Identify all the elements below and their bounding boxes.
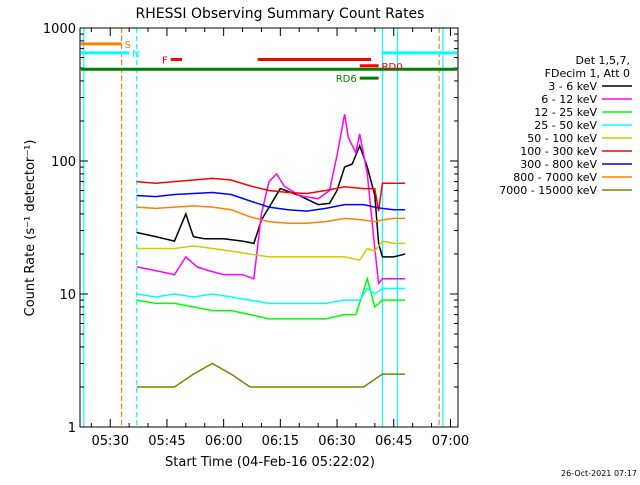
legend-label-5: 100 - 300 keV [520, 145, 597, 158]
x-tick-label: 06:15 [262, 434, 299, 449]
series-line-1 [136, 114, 406, 286]
plot-area: 1 10 100 1000 05:30 05:45 06:00 06:15 06:30 06:45… [43, 22, 469, 449]
series-line-5 [136, 177, 406, 212]
legend-label-2: 12 - 25 keV [534, 106, 597, 119]
chart-title: RHESSI Observing Summary Count Rates [136, 6, 425, 22]
x-tick-label: 05:30 [92, 434, 129, 449]
legend-label-4: 50 - 100 keV [527, 132, 597, 145]
legend-label-6: 300 - 800 keV [520, 158, 597, 171]
legend-label-0: 3 - 6 keV [548, 80, 597, 93]
y-tick-label: 1 [68, 421, 76, 436]
y-tick-label: 1000 [43, 22, 76, 37]
series-line-2 [136, 276, 406, 320]
legend-label-7: 800 - 7000 keV [513, 171, 597, 184]
series-line-3 [136, 287, 406, 305]
state-bar-label-1: N [132, 49, 139, 60]
legend-label-8: 7000 - 15000 keV [499, 184, 597, 197]
plot-timestamp: 26-Oct-2021 07:17 [561, 469, 637, 478]
x-tick-label: 06:45 [375, 434, 412, 449]
x-tick-label: 06:00 [205, 434, 242, 449]
legend-label-1: 6 - 12 keV [541, 93, 597, 106]
legend-header-0: Det 1,5,7, [575, 54, 630, 67]
state-bar-label-2: F [162, 55, 168, 66]
series-line-4 [136, 240, 406, 261]
y-axis-label: Count Rate (s⁻¹ detector⁻¹) [23, 140, 38, 317]
series-line-0 [136, 143, 406, 258]
x-tick-label: 05:45 [148, 434, 185, 449]
series-line-8 [136, 362, 406, 388]
legend-label-3: 25 - 50 keV [534, 119, 597, 132]
state-bar-label-6: RD6 [336, 74, 357, 85]
y-tick-label: 100 [51, 155, 76, 170]
state-bar-label-0: S [125, 40, 131, 51]
plot-frame [79, 27, 459, 428]
series-line-6 [136, 191, 406, 212]
x-axis-label: Start Time (04-Feb-16 05:22:02) [165, 455, 375, 470]
x-tick-label: 07:00 [432, 434, 469, 449]
state-bar-label-5: RD0 [382, 62, 403, 73]
series-line-7 [136, 205, 406, 225]
x-tick-label: 06:30 [318, 434, 355, 449]
legend-header-1: FDecim 1, Att 0 [545, 67, 630, 80]
y-tick-label: 10 [59, 288, 76, 303]
